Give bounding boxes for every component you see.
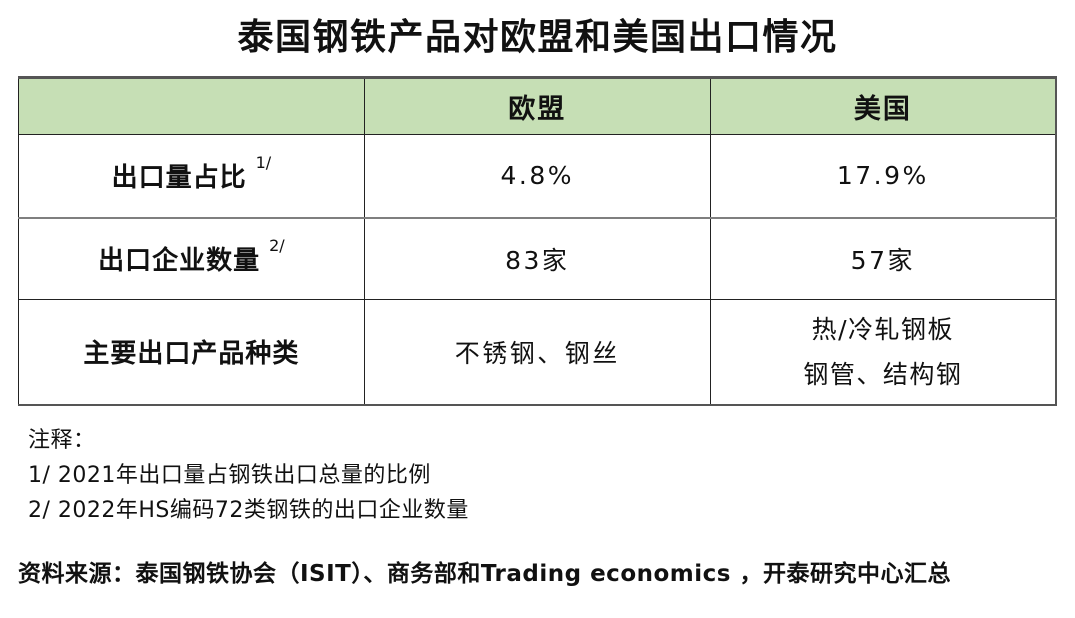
table-row-main-products: 主要出口产品种类 不锈钢、钢丝 热/冷轧钢板 钢管、结构钢 xyxy=(18,299,1057,405)
us-export-share-value: 17.9% xyxy=(709,134,1057,218)
row-label-export-share: 出口量占比 1/ xyxy=(18,134,365,218)
table-row-export-share: 出口量占比 1/ 4.8% 17.9% xyxy=(18,134,1057,218)
source-attribution: 资料来源：泰国钢铁协会（ISIT）、商务部和Trading economics … xyxy=(18,560,951,587)
eu-export-share-value: 4.8% xyxy=(363,134,711,218)
table-header-row: 欧盟 美国 xyxy=(18,77,1057,135)
footnotes: 注释： 1/ 2021年出口量占钢铁出口总量的比例 2/ 2022年HS编码72… xyxy=(28,423,1075,528)
row-label-text: 出口企业数量 xyxy=(98,246,261,277)
footnote-line-1: 1/ 2021年出口量占钢铁出口总量的比例 xyxy=(28,462,431,488)
footnote-marker-2: 2/ xyxy=(269,235,285,255)
row-label-text: 主要出口产品种类 xyxy=(83,339,300,370)
row-label-main-products: 主要出口产品种类 xyxy=(18,299,365,405)
footnotes-heading: 注释： xyxy=(28,427,96,453)
header-cell-empty xyxy=(18,77,365,135)
header-cell-us: 美国 xyxy=(709,77,1057,135)
footnote-marker-1: 1/ xyxy=(255,152,272,172)
footnote-line-2: 2/ 2022年HS编码72类钢铁的出口企业数量 xyxy=(28,497,469,523)
us-main-products-value: 热/冷轧钢板 钢管、结构钢 xyxy=(709,299,1057,405)
header-cell-eu: 欧盟 xyxy=(363,77,711,135)
eu-exporter-count-value: 83家 xyxy=(363,216,711,300)
table-row-exporter-count: 出口企业数量 2/ 83家 57家 xyxy=(18,216,1057,300)
us-exporter-count-value: 57家 xyxy=(709,216,1057,300)
export-table: 欧盟 美国 出口量占比 1/ 4.8% 17.9% 出口企业数量 2/ 83家 57… xyxy=(18,76,1057,406)
row-label-exporter-count: 出口企业数量 2/ xyxy=(18,216,365,300)
eu-main-products-value: 不锈钢、钢丝 xyxy=(363,299,711,405)
figure-title: 泰国钢铁产品对欧盟和美国出口情况 xyxy=(237,17,838,58)
row-label-text: 出口量占比 xyxy=(111,163,247,194)
